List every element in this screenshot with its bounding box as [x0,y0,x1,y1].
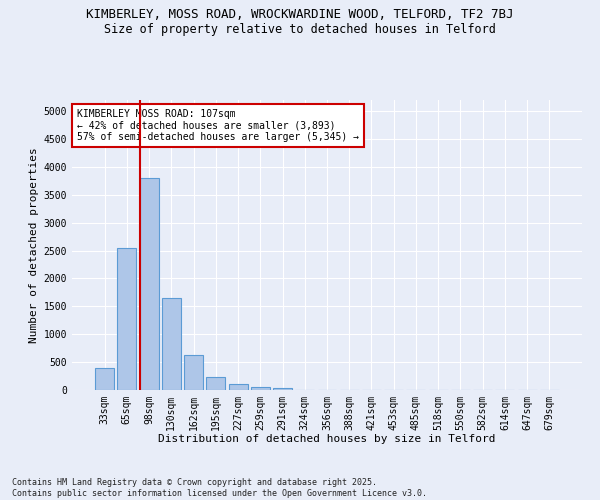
Text: KIMBERLEY, MOSS ROAD, WROCKWARDINE WOOD, TELFORD, TF2 7BJ: KIMBERLEY, MOSS ROAD, WROCKWARDINE WOOD,… [86,8,514,20]
Y-axis label: Number of detached properties: Number of detached properties [29,147,40,343]
Bar [273,388,292,390]
Bar [162,298,181,390]
X-axis label: Distribution of detached houses by size in Telford: Distribution of detached houses by size … [158,434,496,444]
Bar [140,178,158,390]
Bar [229,384,248,390]
Text: Contains HM Land Registry data © Crown copyright and database right 2025.
Contai: Contains HM Land Registry data © Crown c… [12,478,427,498]
Bar [206,377,225,390]
Bar [95,368,114,390]
Text: Size of property relative to detached houses in Telford: Size of property relative to detached ho… [104,22,496,36]
Bar [251,386,270,390]
Bar [118,248,136,390]
Bar [184,356,203,390]
Text: KIMBERLEY MOSS ROAD: 107sqm
← 42% of detached houses are smaller (3,893)
57% of : KIMBERLEY MOSS ROAD: 107sqm ← 42% of det… [77,108,359,142]
